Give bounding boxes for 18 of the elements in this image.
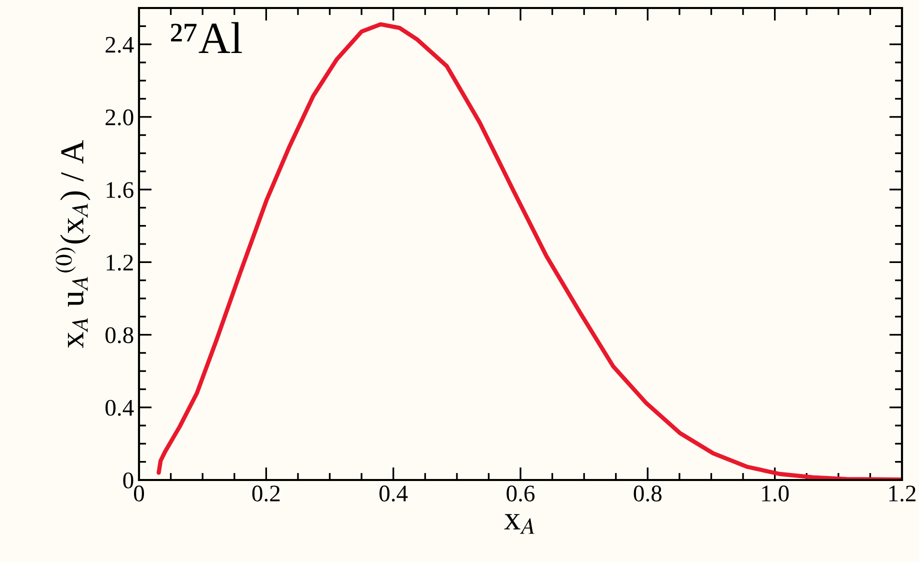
x-tick-label: 0.6 <box>506 486 535 502</box>
y-tick-label: 0.4 <box>106 400 134 416</box>
x-tick-label: 1.0 <box>762 486 789 502</box>
y-tick-label: 2.4 <box>106 36 134 53</box>
y-tick-label: 1.2 <box>106 254 133 271</box>
y-tick-label: 0.8 <box>106 327 134 344</box>
y-tick-label: 2.0 <box>106 109 134 126</box>
annotation: ²⁷Al <box>171 22 242 53</box>
x-tick-label: 0.2 <box>252 486 280 502</box>
x-axis-title: x$_{A}$ <box>504 514 534 534</box>
x-tick-label: 0 <box>134 486 144 502</box>
line-series <box>156 22 902 480</box>
x-tick-label: 0.4 <box>379 486 408 502</box>
y-tick-label: 0 <box>123 472 134 488</box>
y-axis-title: x$_{A}$ u$_{A}$$^{(0)}$(x$_{A}$) / A <box>56 140 90 348</box>
y-tick-label: 1.6 <box>106 182 134 198</box>
x-tick-label: 1.2 <box>889 486 916 502</box>
x-tick-label: 0.8 <box>634 486 662 502</box>
